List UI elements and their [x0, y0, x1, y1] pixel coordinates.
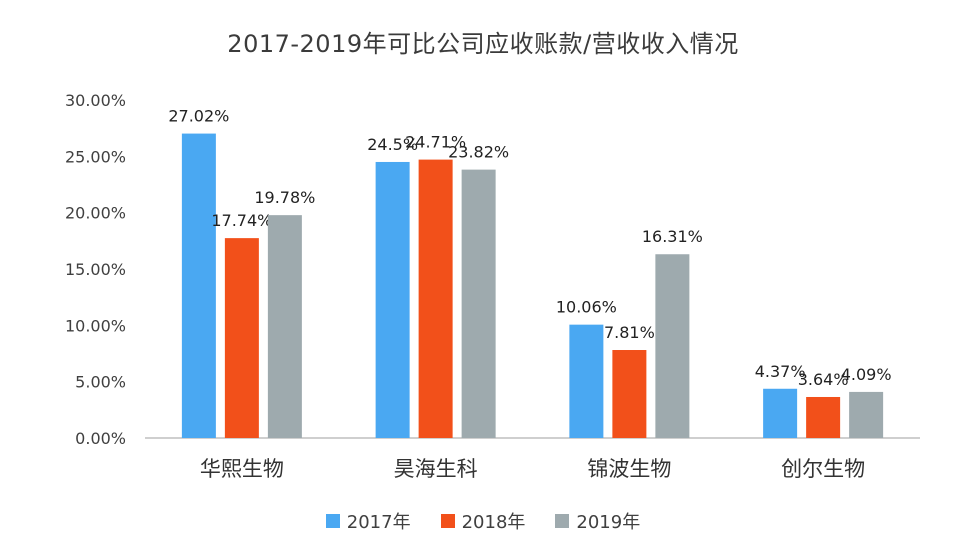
data-label: 27.02% — [168, 107, 229, 126]
data-label: 24.71% — [405, 133, 466, 152]
legend-item-2019: 2019年 — [555, 508, 640, 534]
legend-label-2019: 2019年 — [576, 512, 641, 533]
bar-2017-1 — [375, 161, 410, 438]
bar-2017-3 — [763, 388, 798, 438]
category-label: 创尔生物 — [781, 457, 865, 481]
data-label: 7.81% — [604, 323, 655, 342]
data-label: 24.5% — [367, 135, 418, 154]
y-tick-label: 15.00% — [65, 260, 126, 279]
bar-2018-3 — [806, 396, 841, 438]
legend-swatch-2017 — [325, 514, 340, 528]
bar-2019-1 — [461, 169, 496, 439]
data-label: 19.78% — [254, 188, 315, 207]
y-tick-label: 20.00% — [65, 204, 126, 223]
category-label: 锦波生物 — [587, 457, 671, 481]
legend-label-2017: 2017年 — [346, 512, 411, 533]
category-label: 华熙生物 — [200, 457, 284, 481]
bar-2018-0 — [224, 238, 259, 438]
bar-2019-2 — [655, 254, 690, 438]
y-tick-label: 10.00% — [65, 316, 126, 335]
bar-chart: 0.00% 5.00% 10.00% 15.00% 20.00% 25.00% 30.00%… — [65, 91, 920, 481]
data-label: 16.31% — [642, 227, 703, 246]
legend-label-2018: 2018年 — [461, 512, 526, 533]
data-label: 4.37% — [755, 362, 806, 381]
data-label: 10.06% — [556, 298, 617, 317]
legend-item-2018: 2018年 — [440, 508, 526, 534]
data-label: 17.74% — [211, 211, 272, 230]
legend-swatch-2019 — [555, 514, 570, 528]
bar-2018-2 — [612, 350, 647, 438]
y-tick-label: 25.00% — [65, 147, 126, 166]
bar-2017-0 — [181, 133, 216, 439]
y-tick-label: 30.00% — [65, 91, 126, 110]
bar-2019-3 — [849, 391, 884, 438]
bar-2017-2 — [569, 324, 604, 438]
data-label: 3.64% — [798, 370, 849, 389]
y-tick-label: 5.00% — [75, 373, 126, 392]
chart-title: 2017-2019年可比公司应收账款/营收收入情况 — [227, 30, 739, 58]
data-label: 4.09% — [841, 365, 892, 384]
data-label: 23.82% — [448, 143, 509, 162]
legend-swatch-2018 — [440, 514, 455, 528]
legend-item-2017: 2017年 — [325, 508, 411, 534]
chart-legend: 2017年 2018年 2019年 — [0, 508, 966, 534]
category-label: 昊海生科 — [394, 457, 478, 481]
y-tick-label: 0.00% — [75, 429, 126, 448]
bar-2018-1 — [418, 159, 453, 439]
bar-2019-0 — [267, 215, 302, 438]
